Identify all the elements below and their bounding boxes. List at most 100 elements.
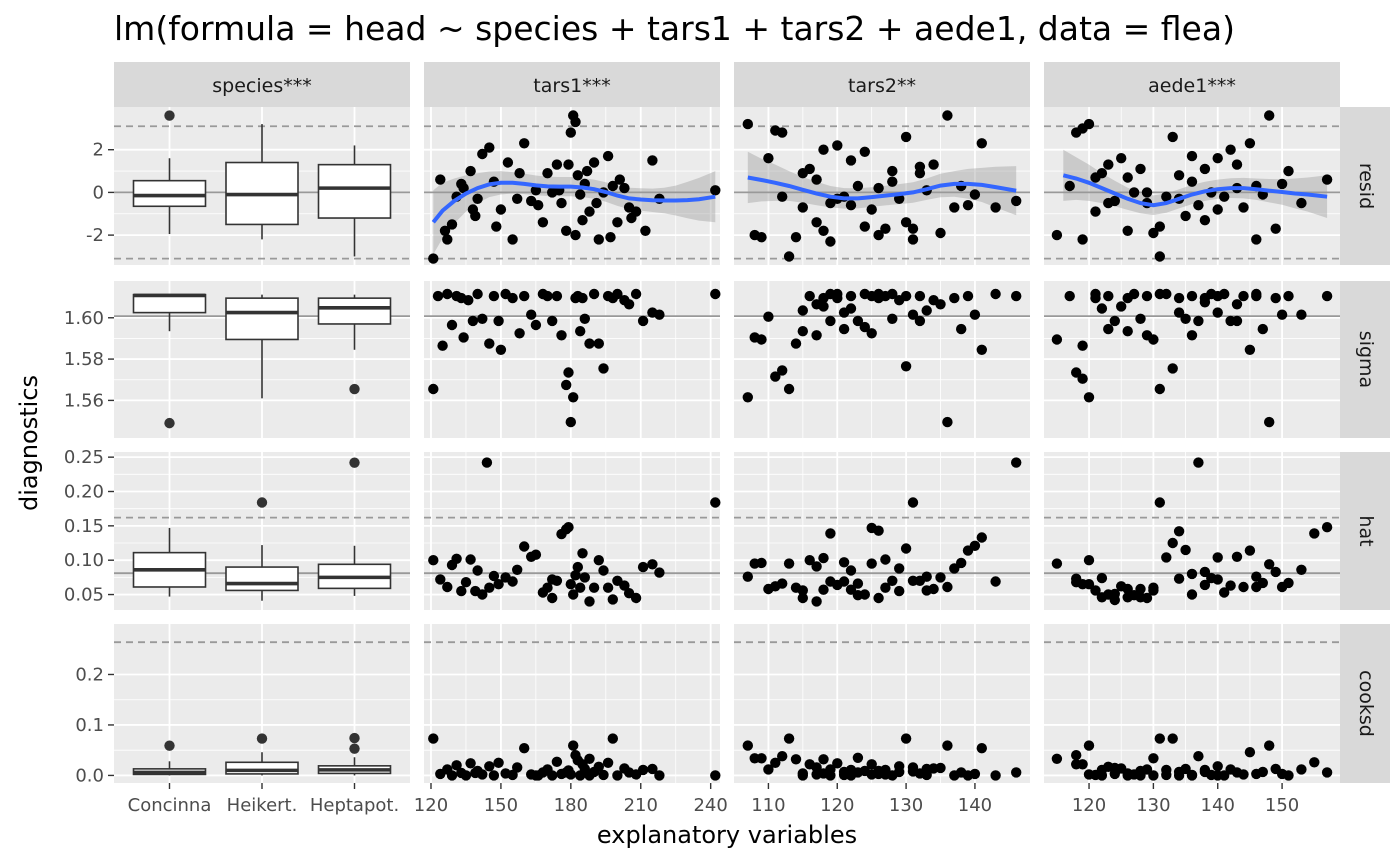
data-point bbox=[887, 176, 898, 187]
data-point bbox=[647, 559, 658, 570]
data-point bbox=[880, 582, 891, 593]
data-point bbox=[607, 180, 618, 192]
y-tick-label: 1.56 bbox=[64, 390, 104, 411]
data-point bbox=[900, 543, 912, 554]
data-point bbox=[439, 225, 451, 236]
data-point bbox=[640, 225, 651, 236]
data-point bbox=[647, 763, 658, 775]
data-point bbox=[818, 754, 829, 765]
data-point bbox=[1212, 552, 1223, 563]
row-strip-label: hat bbox=[1355, 515, 1377, 546]
data-point bbox=[537, 217, 549, 228]
data-point bbox=[1122, 768, 1133, 779]
data-point bbox=[470, 767, 481, 779]
data-point bbox=[1276, 309, 1288, 320]
data-point bbox=[428, 555, 439, 566]
data-point bbox=[446, 319, 458, 331]
column-strip-label: tars1*** bbox=[533, 75, 610, 97]
data-point bbox=[519, 290, 530, 302]
data-point bbox=[470, 210, 481, 222]
data-point bbox=[1199, 579, 1211, 591]
data-point bbox=[1071, 573, 1082, 584]
data-point bbox=[1135, 592, 1146, 603]
panel-sigma-aede1 bbox=[1044, 281, 1340, 438]
data-point bbox=[1154, 288, 1166, 300]
y-tick-label: 0.25 bbox=[64, 447, 104, 468]
data-point bbox=[838, 557, 850, 568]
data-point bbox=[584, 338, 595, 349]
data-point bbox=[507, 292, 518, 304]
x-tick-label: 110 bbox=[751, 795, 785, 816]
data-point bbox=[1071, 759, 1082, 770]
data-point bbox=[1173, 307, 1185, 318]
boxplot-box bbox=[132, 179, 207, 208]
data-point bbox=[845, 200, 857, 211]
data-point bbox=[551, 756, 563, 767]
panel-cooksd-tars2 bbox=[734, 624, 1030, 783]
data-point bbox=[577, 292, 588, 304]
column-strip-label: aede1*** bbox=[1148, 75, 1236, 97]
data-point bbox=[894, 761, 905, 772]
boxplot-outlier bbox=[164, 417, 175, 429]
data-point bbox=[907, 575, 919, 586]
data-point bbox=[1212, 290, 1223, 302]
data-point bbox=[1251, 581, 1262, 593]
data-point bbox=[990, 288, 1001, 300]
data-point bbox=[1212, 204, 1223, 215]
data-point bbox=[551, 159, 563, 170]
data-point bbox=[493, 757, 504, 768]
data-point bbox=[593, 761, 604, 772]
data-point bbox=[880, 554, 891, 565]
data-point bbox=[928, 159, 939, 170]
data-point bbox=[467, 315, 479, 327]
data-point bbox=[907, 309, 919, 320]
data-point bbox=[1148, 227, 1159, 239]
data-point bbox=[880, 223, 891, 234]
data-point bbox=[593, 338, 604, 349]
data-point bbox=[797, 168, 808, 179]
data-point bbox=[514, 168, 525, 179]
data-point bbox=[873, 592, 884, 604]
data-point bbox=[742, 571, 753, 582]
data-point bbox=[602, 150, 614, 162]
data-point bbox=[914, 290, 926, 302]
y-tick-label: 0.2 bbox=[75, 664, 104, 685]
data-point bbox=[770, 371, 781, 382]
data-point bbox=[811, 330, 822, 341]
data-point bbox=[542, 582, 553, 593]
data-point bbox=[1244, 545, 1256, 556]
data-point bbox=[1064, 290, 1075, 302]
data-point bbox=[1186, 589, 1198, 600]
data-point bbox=[623, 299, 635, 310]
row-strip bbox=[1340, 107, 1390, 265]
data-point bbox=[465, 165, 476, 177]
data-point bbox=[519, 541, 530, 552]
data-point bbox=[1135, 313, 1146, 324]
data-point bbox=[866, 558, 877, 569]
data-point bbox=[907, 766, 919, 777]
data-point bbox=[565, 127, 576, 138]
data-point bbox=[1122, 225, 1133, 236]
data-point bbox=[783, 558, 795, 569]
data-point bbox=[472, 565, 483, 576]
data-point bbox=[1212, 770, 1223, 781]
data-point bbox=[1173, 526, 1185, 537]
x-tick-label: 120 bbox=[820, 795, 854, 816]
data-point bbox=[563, 159, 574, 170]
data-point bbox=[1122, 172, 1133, 183]
data-point bbox=[1103, 323, 1114, 335]
data-point bbox=[756, 557, 767, 569]
data-point bbox=[1167, 363, 1178, 374]
data-point bbox=[572, 170, 583, 181]
data-point bbox=[565, 769, 576, 780]
data-point bbox=[942, 740, 953, 751]
data-point bbox=[783, 733, 795, 744]
data-point bbox=[866, 290, 877, 302]
data-point bbox=[1077, 373, 1088, 384]
data-point bbox=[790, 338, 802, 349]
y-tick-label: 1.58 bbox=[64, 349, 104, 370]
data-point bbox=[1064, 180, 1075, 192]
data-point bbox=[1296, 197, 1307, 209]
data-point bbox=[1231, 159, 1243, 170]
data-point bbox=[756, 334, 767, 345]
